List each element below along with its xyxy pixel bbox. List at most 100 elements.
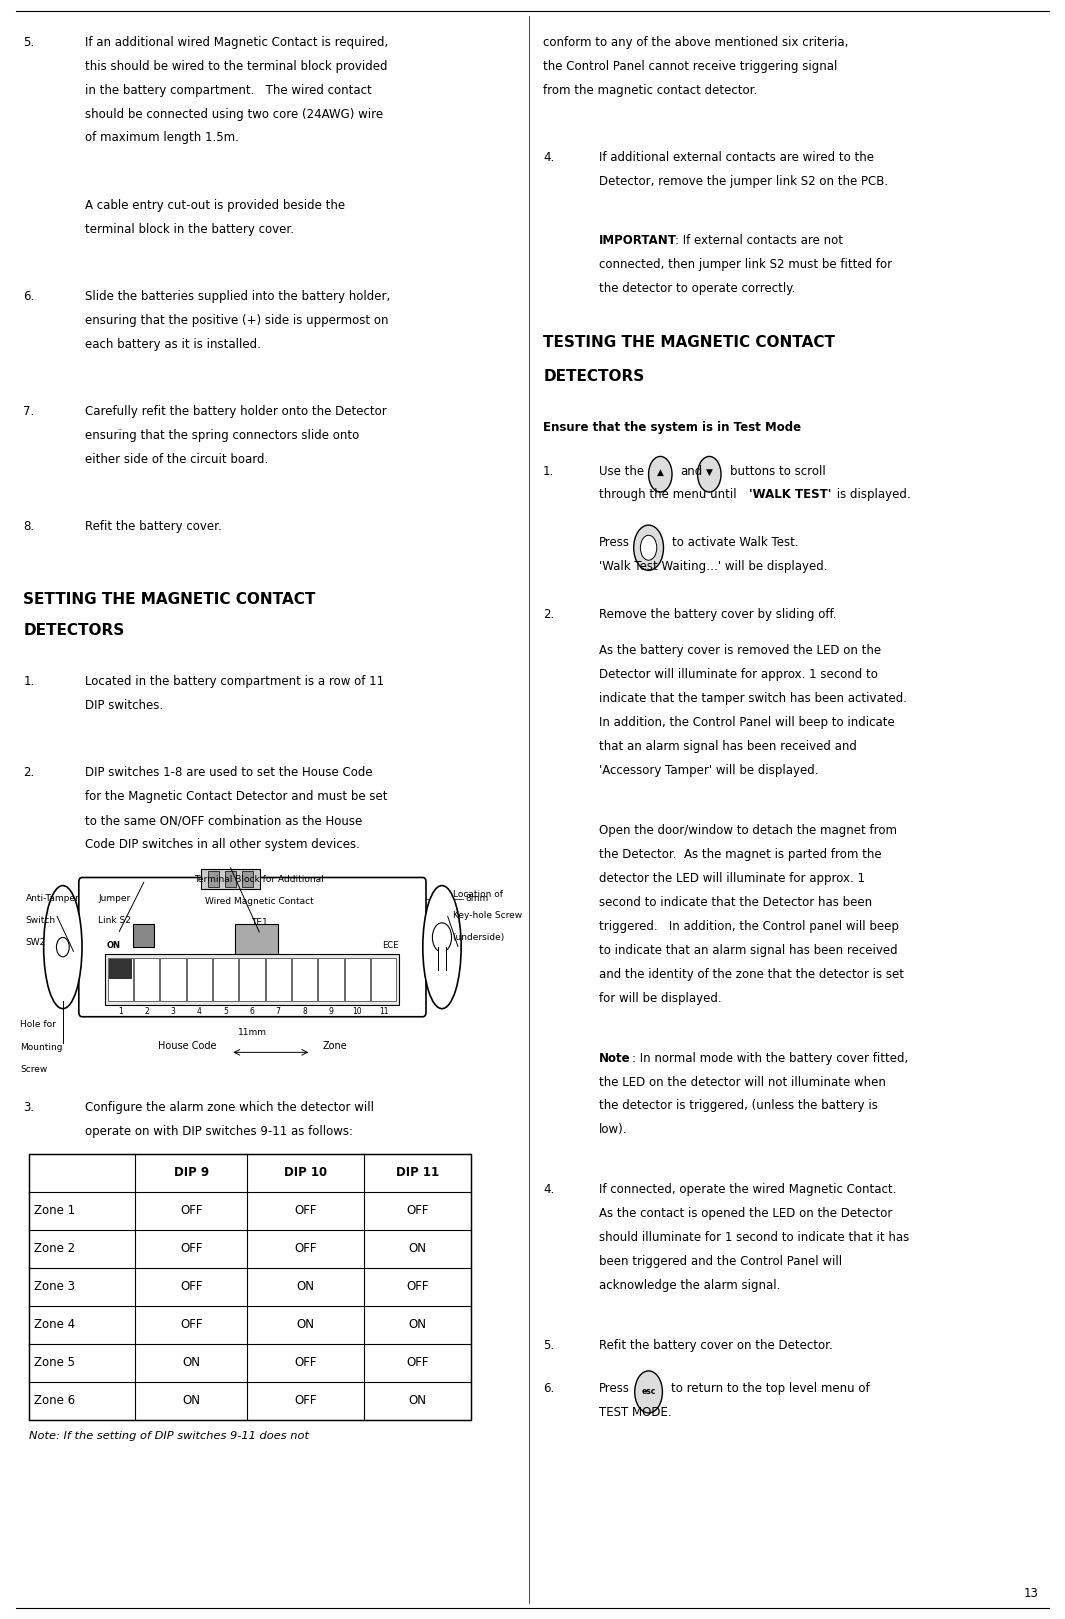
Text: TESTING THE MAGNETIC CONTACT: TESTING THE MAGNETIC CONTACT [543,335,835,350]
Text: 13: 13 [1023,1587,1038,1600]
Text: 6.: 6. [543,1383,555,1396]
Text: As the battery cover is removed the LED on the: As the battery cover is removed the LED … [599,644,881,657]
Bar [108,958,133,1001]
Bar [105,954,399,1005]
Text: 7.: 7. [23,405,35,418]
Text: ON: ON [409,1318,426,1331]
Bar [186,958,212,1001]
Text: 10: 10 [353,1007,362,1017]
Text: Wired Magnetic Contact: Wired Magnetic Contact [204,897,313,905]
Text: Zone 6: Zone 6 [34,1394,76,1407]
Text: IMPORTANT: IMPORTANT [599,235,676,248]
Text: Link S2: Link S2 [98,916,131,924]
Text: As the contact is opened the LED on the Detector: As the contact is opened the LED on the … [599,1208,891,1221]
Text: the detector is triggered, (unless the battery is: the detector is triggered, (unless the b… [599,1099,878,1112]
Text: OFF: OFF [294,1242,317,1255]
Text: for will be displayed.: for will be displayed. [599,992,721,1005]
Bar [201,869,260,889]
Text: If additional external contacts are wired to the: If additional external contacts are wire… [599,151,873,164]
Text: ON: ON [106,941,120,950]
Text: House Code: House Code [159,1041,217,1051]
Text: 4.: 4. [543,1183,555,1196]
Text: either side of the circuit board.: either side of the circuit board. [85,453,268,466]
Text: Jumper: Jumper [98,894,130,903]
Text: 9: 9 [328,1007,333,1017]
Bar [292,958,317,1001]
Text: DETECTORS: DETECTORS [23,623,125,638]
Text: 'Walk Test Waiting…' will be displayed.: 'Walk Test Waiting…' will be displayed. [599,560,828,573]
Text: terminal block in the battery cover.: terminal block in the battery cover. [85,222,294,235]
Text: Terminal Block for Additional: Terminal Block for Additional [194,874,324,884]
Text: (underside): (underside) [453,933,505,942]
Text: DIP switches.: DIP switches. [85,699,163,712]
Bar [318,958,344,1001]
Text: indicate that the tamper switch has been activated.: indicate that the tamper switch has been… [599,693,906,706]
Text: Switch: Switch [26,916,55,924]
Text: buttons to scroll: buttons to scroll [730,465,825,478]
Text: Note: If the setting of DIP switches 9-11 does not: Note: If the setting of DIP switches 9-1… [29,1431,309,1441]
Text: Refit the battery cover.: Refit the battery cover. [85,520,222,533]
Text: 11: 11 [379,1007,389,1017]
Text: to activate Walk Test.: to activate Walk Test. [672,536,799,549]
Bar [225,871,236,887]
Text: Location of: Location of [453,889,503,899]
Text: 3: 3 [170,1007,176,1017]
Text: TEST MODE.: TEST MODE. [599,1407,671,1420]
Text: Zone 2: Zone 2 [34,1242,76,1255]
Circle shape [634,525,663,570]
Text: Screw: Screw [20,1065,48,1075]
Circle shape [56,937,69,957]
Text: 4: 4 [197,1007,201,1017]
Text: in the battery compartment.   The wired contact: in the battery compartment. The wired co… [85,84,372,97]
Text: If an additional wired Magnetic Contact is required,: If an additional wired Magnetic Contact … [85,36,389,49]
Text: A cable entry cut-out is provided beside the: A cable entry cut-out is provided beside… [85,199,345,212]
Text: 1.: 1. [543,465,555,478]
Text: ON: ON [409,1394,426,1407]
Text: Remove the battery cover by sliding off.: Remove the battery cover by sliding off. [599,609,836,622]
Text: 2.: 2. [543,609,555,622]
Bar [371,958,396,1001]
Text: TE1: TE1 [251,918,267,928]
Text: OFF: OFF [180,1205,202,1217]
Text: Detector will illuminate for approx. 1 second to: Detector will illuminate for approx. 1 s… [599,669,878,682]
Text: Use the: Use the [599,465,643,478]
Text: 1.: 1. [23,675,35,688]
Circle shape [635,1371,662,1413]
Text: ON: ON [409,1242,426,1255]
Bar [242,871,253,887]
Text: Slide the batteries supplied into the battery holder,: Slide the batteries supplied into the ba… [85,290,391,303]
Text: ECE: ECE [382,941,398,950]
Text: 4.: 4. [543,151,555,164]
Ellipse shape [44,886,82,1009]
Text: 8mm: 8mm [465,894,489,903]
Bar [438,944,446,970]
Bar [29,1154,471,1420]
Text: is displayed.: is displayed. [833,489,911,502]
Text: Press: Press [599,536,629,549]
Text: Ensure that the system is in Test Mode: Ensure that the system is in Test Mode [543,421,801,434]
Text: 6.: 6. [23,290,35,303]
Text: ON: ON [297,1318,314,1331]
Bar [208,871,219,887]
Text: ON: ON [182,1394,200,1407]
Text: been triggered and the Control Panel will: been triggered and the Control Panel wil… [599,1255,841,1268]
Text: : In normal mode with the battery cover fitted,: : In normal mode with the battery cover … [632,1052,907,1065]
Text: the Control Panel cannot receive triggering signal: the Control Panel cannot receive trigger… [543,60,837,73]
Text: esc: esc [641,1387,656,1397]
Text: OFF: OFF [406,1281,429,1294]
Text: operate on with DIP switches 9-11 as follows:: operate on with DIP switches 9-11 as fol… [85,1125,354,1138]
Circle shape [640,536,657,560]
Text: triggered.   In addition, the Control panel will beep: triggered. In addition, the Control pane… [599,920,899,933]
Text: should illuminate for 1 second to indicate that it has: should illuminate for 1 second to indica… [599,1232,908,1245]
Text: 5.: 5. [23,36,34,49]
Text: Note: Note [599,1052,630,1065]
Text: for the Magnetic Contact Detector and must be set: for the Magnetic Contact Detector and mu… [85,790,388,803]
Text: the detector to operate correctly.: the detector to operate correctly. [599,282,794,295]
Text: 2.: 2. [23,766,35,779]
Text: SETTING THE MAGNETIC CONTACT: SETTING THE MAGNETIC CONTACT [23,591,316,607]
FancyBboxPatch shape [79,877,426,1017]
Text: DIP 10: DIP 10 [284,1166,327,1179]
Text: OFF: OFF [180,1242,202,1255]
Text: Hole for: Hole for [20,1020,56,1030]
Text: 1: 1 [118,1007,122,1017]
